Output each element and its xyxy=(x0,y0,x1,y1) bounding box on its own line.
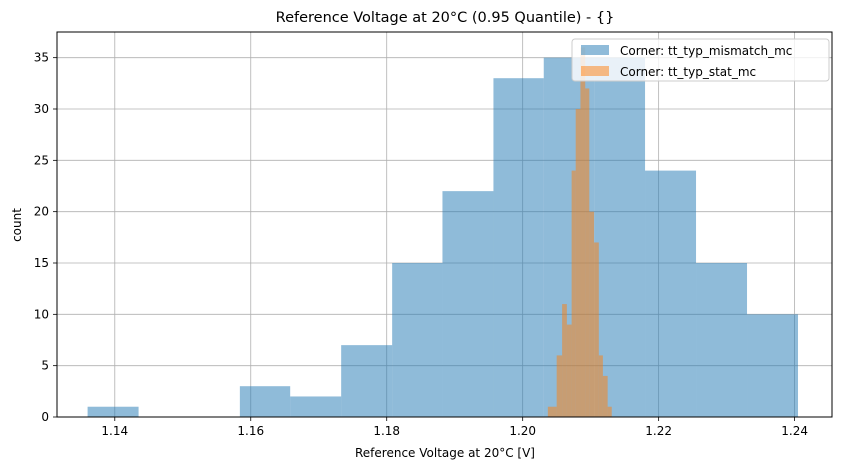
histogram-bar xyxy=(341,345,393,417)
x-tick-label: 1.20 xyxy=(509,424,536,438)
histogram-bar xyxy=(696,263,748,417)
series-mismatch-bars xyxy=(87,57,799,418)
y-axis-label: count xyxy=(10,208,24,242)
histogram-bar xyxy=(580,47,586,418)
histogram-bar xyxy=(645,170,697,417)
x-tick-label: 1.18 xyxy=(373,424,400,438)
y-axis-ticks: 0 5 10 15 20 25 30 35 xyxy=(34,51,57,424)
histogram-bar xyxy=(562,304,567,417)
histogram-bar xyxy=(566,324,572,417)
y-tick-label: 20 xyxy=(34,205,49,219)
legend-swatch-mismatch xyxy=(581,45,609,55)
x-tick-label: 1.16 xyxy=(237,424,264,438)
histogram-bar xyxy=(585,88,590,417)
x-tick-label: 1.14 xyxy=(101,424,128,438)
histogram-bar xyxy=(747,314,799,417)
x-tick-label: 1.24 xyxy=(781,424,808,438)
histogram-bar xyxy=(290,396,342,417)
histogram-bar xyxy=(594,242,599,417)
x-tick-label: 1.22 xyxy=(645,424,672,438)
y-tick-label: 30 xyxy=(34,102,49,116)
histogram-bar xyxy=(571,170,576,417)
legend-label-stat: Corner: tt_typ_stat_mc xyxy=(620,65,756,79)
y-tick-label: 15 xyxy=(34,256,49,270)
histogram-bar xyxy=(493,78,544,417)
y-tick-label: 0 xyxy=(41,410,49,424)
legend: Corner: tt_typ_mismatch_mc Corner: tt_ty… xyxy=(571,38,830,82)
legend-label-mismatch: Corner: tt_typ_mismatch_mc xyxy=(620,44,792,58)
y-tick-label: 5 xyxy=(41,359,49,373)
histogram-bar xyxy=(602,375,608,417)
histogram-bar xyxy=(598,355,603,417)
chart-title: Reference Voltage at 20°C (0.95 Quantile… xyxy=(276,10,615,26)
histogram-bar xyxy=(442,191,494,417)
histogram-bar xyxy=(575,109,581,417)
legend-box xyxy=(571,38,830,82)
series-stat-bars xyxy=(547,47,612,418)
histogram-bar xyxy=(589,211,595,417)
y-tick-label: 10 xyxy=(34,307,49,321)
x-axis-label: Reference Voltage at 20°C [V] xyxy=(355,446,535,460)
legend-swatch-stat xyxy=(581,66,609,76)
histogram-bar xyxy=(594,57,646,418)
histogram-bar xyxy=(556,355,563,417)
histogram-bar xyxy=(392,263,443,417)
histogram-bar xyxy=(87,406,139,417)
histogram-bar xyxy=(607,406,612,417)
histogram-bar xyxy=(547,406,557,417)
x-axis-ticks: 1.14 1.16 1.18 1.20 1.22 1.24 xyxy=(101,417,808,438)
histogram-bar xyxy=(239,386,291,417)
y-tick-label: 35 xyxy=(34,51,49,65)
y-tick-label: 25 xyxy=(34,153,49,167)
plot-frame xyxy=(56,31,833,418)
